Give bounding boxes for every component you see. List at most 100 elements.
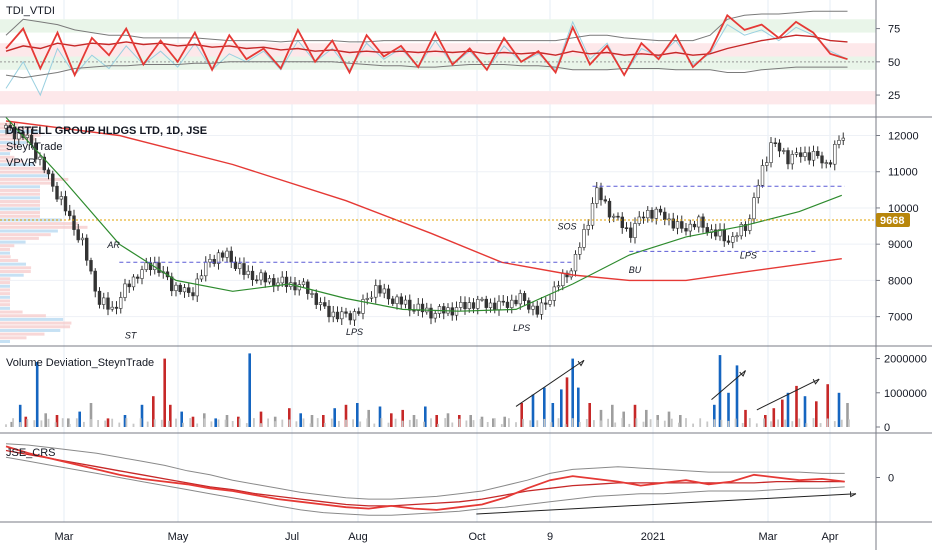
volume-bar xyxy=(679,415,682,427)
crs-title: JSE_CRS xyxy=(6,447,56,459)
candle-body xyxy=(603,199,608,202)
volume-bar xyxy=(412,415,416,427)
candle-body xyxy=(97,290,102,305)
ma-long-line xyxy=(5,120,842,282)
candle-body xyxy=(212,258,216,264)
volume-bar xyxy=(667,411,671,427)
volume-bar xyxy=(10,421,13,427)
volume-bar-small xyxy=(444,418,447,427)
candle-body xyxy=(178,284,182,293)
volume-bar xyxy=(390,413,393,427)
trend-arrow xyxy=(711,370,746,401)
volume-bar-small xyxy=(479,419,482,427)
volume-bar xyxy=(344,404,348,427)
volume-bar-small xyxy=(713,419,716,427)
candle-body xyxy=(531,305,535,310)
candle-body xyxy=(280,276,284,284)
candle-body xyxy=(76,229,80,241)
volume-bar-small xyxy=(54,422,57,427)
vpvr-bar xyxy=(0,328,61,332)
volume-bar-small xyxy=(819,423,822,427)
volume-bar xyxy=(163,358,166,427)
candle-body xyxy=(816,151,820,157)
volume-bar-small xyxy=(564,424,567,427)
volume-bar xyxy=(67,418,70,427)
candle-body xyxy=(718,229,722,237)
volume-bar xyxy=(795,385,798,427)
volume-bar xyxy=(718,355,722,427)
candle-body xyxy=(786,150,790,165)
volume-bar-small xyxy=(706,421,709,427)
volume-bar-small xyxy=(635,418,638,427)
volume-bar xyxy=(543,387,546,427)
vpvr-bar xyxy=(0,277,11,281)
candle-body xyxy=(391,298,395,304)
volume-bar-small xyxy=(536,420,539,427)
vpvr-bar xyxy=(0,152,10,156)
volume-bar xyxy=(531,394,535,427)
volume-bar-small xyxy=(387,422,390,427)
volume-bar-small xyxy=(522,418,524,427)
volume-bar xyxy=(237,416,240,427)
vpvr-bar xyxy=(0,203,40,207)
volume-bar-small xyxy=(153,419,156,427)
volume-bar xyxy=(803,396,807,427)
volume-bar-small xyxy=(323,423,326,427)
crs-band-upper xyxy=(5,443,845,500)
volume-bar-small xyxy=(550,422,553,427)
vpvr-bar xyxy=(0,148,11,152)
candle-body xyxy=(42,156,47,171)
volume-bar-small xyxy=(97,420,99,427)
candle-body xyxy=(55,185,59,200)
candle-body xyxy=(131,276,136,288)
candle-body xyxy=(561,272,565,287)
candle-body xyxy=(420,303,425,313)
candle-body xyxy=(348,313,352,321)
candle-body xyxy=(658,208,663,213)
candle-body xyxy=(599,187,603,201)
candle-body xyxy=(773,142,778,144)
trend-arrow xyxy=(515,359,585,407)
candle-body xyxy=(123,283,127,298)
candle-body xyxy=(395,296,399,304)
volume-panel xyxy=(5,353,850,427)
volume-bar-small xyxy=(196,423,199,427)
crs-ratio-line xyxy=(5,445,845,511)
vol-y-tick-label: 2000000 xyxy=(884,354,927,366)
candle-body xyxy=(93,270,97,292)
candle-body xyxy=(335,311,340,320)
vpvr-bar xyxy=(0,303,10,307)
candle-body xyxy=(340,311,344,320)
candle-body xyxy=(714,229,718,237)
candle-body xyxy=(250,270,255,281)
candle-body xyxy=(51,173,55,187)
volume-bar xyxy=(401,409,404,427)
candle-body xyxy=(68,210,72,217)
volume-bar-small xyxy=(415,419,418,427)
vpvr-bar xyxy=(0,188,40,192)
volume-bar-small xyxy=(465,420,468,427)
volume-bar xyxy=(560,389,563,427)
candle-body xyxy=(697,216,701,228)
volume-bar xyxy=(191,416,195,427)
candle-body xyxy=(692,223,697,228)
vpvr-bar xyxy=(0,233,51,237)
volume-bar xyxy=(356,403,359,427)
vpvr-bar xyxy=(0,295,10,299)
volume-bar xyxy=(333,408,336,427)
volume-bar-small xyxy=(784,419,787,427)
candle-body xyxy=(578,247,582,255)
vpvr-bar xyxy=(0,292,10,296)
trend-arrow-head xyxy=(812,378,820,385)
candle-body xyxy=(433,313,437,319)
candle-body xyxy=(331,311,335,318)
crs-trend-arrow xyxy=(476,493,857,515)
vpvr-bar xyxy=(0,229,58,233)
candle-body xyxy=(514,299,518,305)
vol-y-tick-label: 0 xyxy=(884,422,890,434)
candle-body xyxy=(735,235,739,238)
overlay-label-vpvr: VPVR xyxy=(6,157,36,169)
candle-body xyxy=(102,297,106,305)
vol-y-tick-label: 1000000 xyxy=(884,388,927,400)
volume-bar-small xyxy=(529,420,532,427)
